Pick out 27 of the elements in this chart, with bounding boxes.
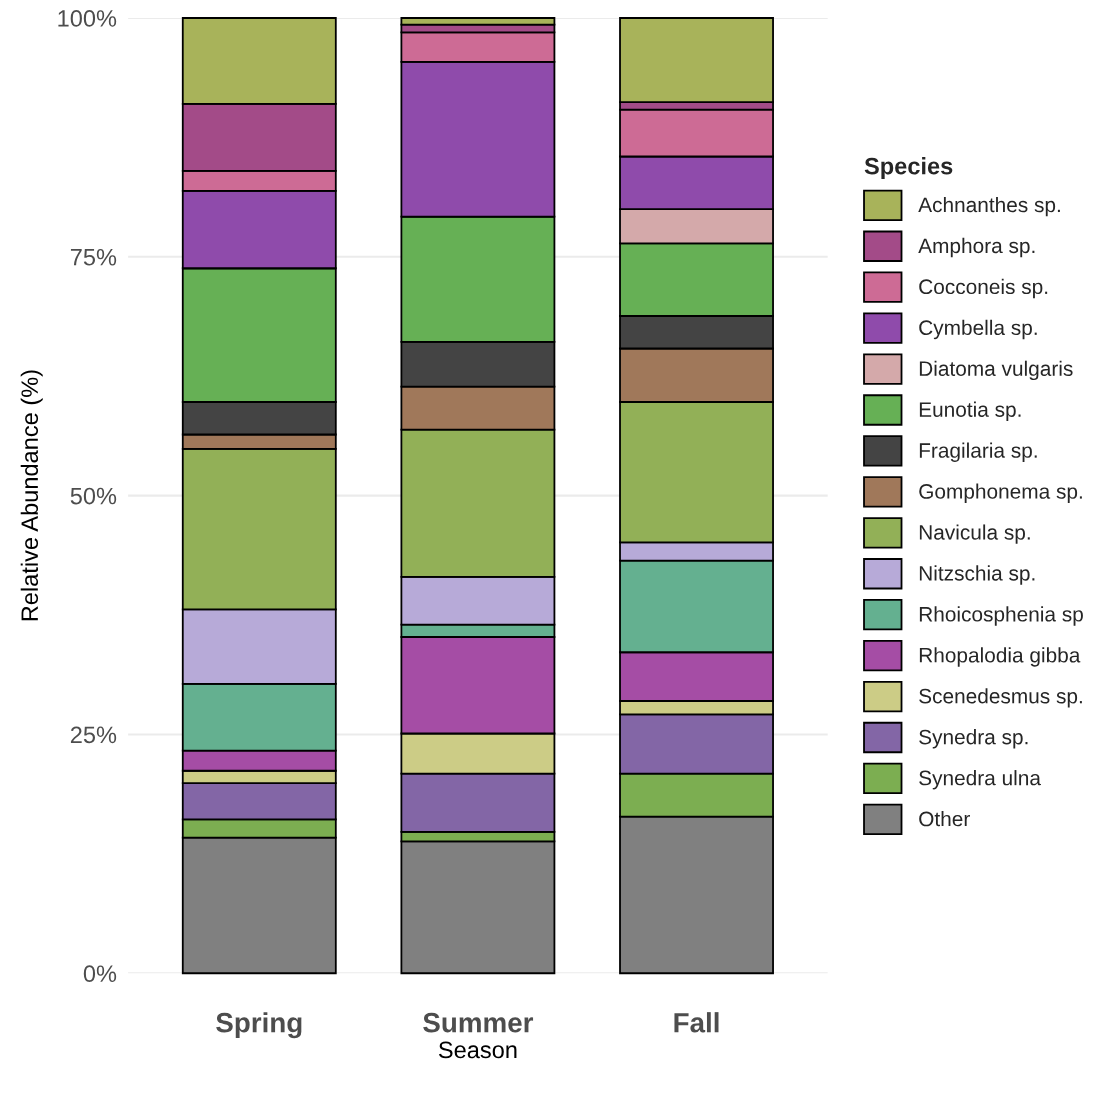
legend-title: Species bbox=[864, 157, 953, 180]
legend-label: Eunotia sp. bbox=[919, 401, 1021, 422]
legend-label: Synedra sp. bbox=[919, 729, 1028, 749]
y-axis-title: Relative Abundance (%) bbox=[20, 370, 43, 621]
legend-label: Achnanthes sp. bbox=[918, 196, 1060, 217]
legend-label: Amphora sp. bbox=[918, 237, 1035, 258]
x-tick-label: Spring bbox=[216, 1012, 302, 1039]
legend-label: Gomphonema sp. bbox=[919, 483, 1082, 503]
y-tick-label: 25% bbox=[70, 726, 117, 744]
legend-label: Rhoicosphenia sp bbox=[919, 606, 1083, 626]
legend-label: Nitzschia sp. bbox=[919, 565, 1035, 585]
x-tick-label: Fall bbox=[674, 1012, 719, 1033]
x-axis-title: Season bbox=[438, 1041, 517, 1059]
y-tick-label: 75% bbox=[70, 248, 117, 266]
legend-label: Navicula sp. bbox=[919, 524, 1030, 544]
legend-label: Diatoma vulgaris bbox=[919, 360, 1073, 381]
legend-label: Scenedesmus sp. bbox=[919, 688, 1082, 708]
legend-label: Other bbox=[919, 811, 970, 827]
y-tick-label: 100% bbox=[58, 10, 117, 27]
legend-label: Fragilaria sp. bbox=[919, 442, 1037, 462]
legend-label: Cocconeis sp. bbox=[919, 278, 1048, 299]
legend-label: Synedra ulna bbox=[919, 770, 1041, 790]
x-tick-label: Summer bbox=[423, 1012, 534, 1033]
y-tick-label: 50% bbox=[70, 487, 117, 505]
legend-label: Rhopalodia gibba bbox=[919, 647, 1081, 667]
y-tick-label: 0% bbox=[83, 965, 117, 983]
legend-label: Cymbella sp. bbox=[919, 319, 1037, 340]
